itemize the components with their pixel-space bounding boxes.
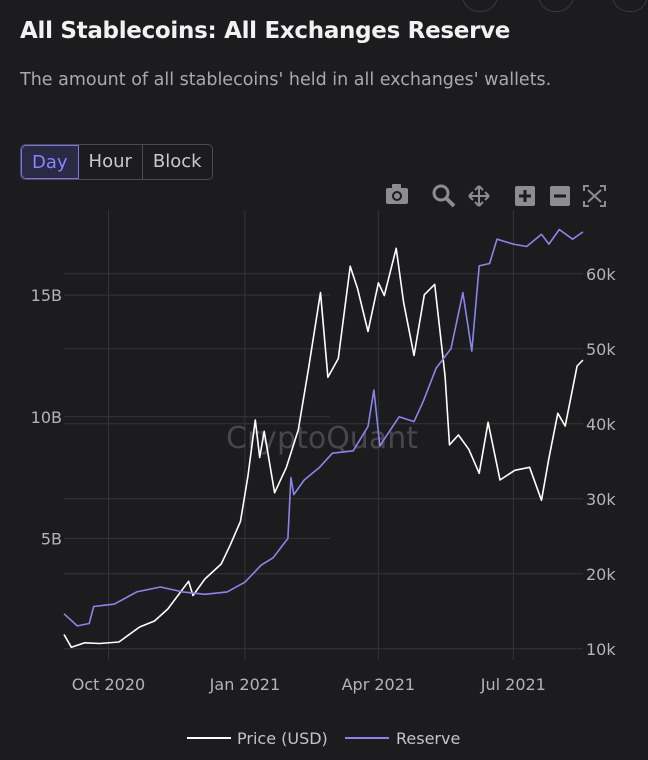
tab-block[interactable]: Block (152, 151, 202, 172)
right-tick-label: 60k (586, 265, 616, 284)
left-tick-label: 10B (31, 408, 62, 427)
x-tick-label: Apr 2021 (342, 675, 415, 694)
right-axis: 10k 20k 30k 40k 50k 60k (586, 265, 616, 659)
right-tick-label: 10k (586, 640, 616, 659)
right-tick-label: 50k (586, 340, 616, 359)
camera-icon[interactable] (386, 184, 408, 204)
chart-toolbar (386, 184, 606, 208)
tab-day[interactable]: Day (21, 145, 79, 179)
right-tick-label: 40k (586, 415, 616, 434)
series-line-reserve (63, 228, 584, 627)
tab-hour[interactable]: Hour (79, 145, 143, 179)
x-tick-label: Oct 2020 (72, 675, 145, 694)
page-title: All Stablecoins: All Exchanges Reserve (20, 18, 511, 44)
legend-label: Reserve (396, 729, 460, 748)
right-tick-label: 30k (586, 490, 616, 509)
left-tick-label: 5B (41, 529, 62, 548)
x-axis: Oct 2020 Jan 2021 Apr 2021 Jul 2021 (72, 675, 546, 694)
chart-legend: Price (USD) Reserve (187, 729, 460, 748)
left-axis: 5B 10B 15B (31, 286, 62, 548)
left-tick-label: 15B (31, 286, 62, 305)
x-tick-label: Jul 2021 (480, 675, 546, 694)
pan-icon[interactable] (468, 185, 490, 207)
x-tick-label: Jan 2021 (209, 675, 280, 694)
zoom-in-icon[interactable] (515, 186, 535, 206)
chart-series (63, 228, 584, 649)
autoscale-icon[interactable] (583, 185, 606, 207)
zoom-icon[interactable] (432, 184, 456, 208)
zoom-out-icon[interactable] (550, 186, 570, 206)
page-subtitle: The amount of all stablecoins' held in a… (20, 70, 552, 90)
series-line-price-usd (63, 247, 584, 649)
interval-tabs: Day Hour Block (20, 144, 213, 180)
legend-label: Price (USD) (237, 729, 328, 748)
right-tick-label: 20k (586, 565, 616, 584)
